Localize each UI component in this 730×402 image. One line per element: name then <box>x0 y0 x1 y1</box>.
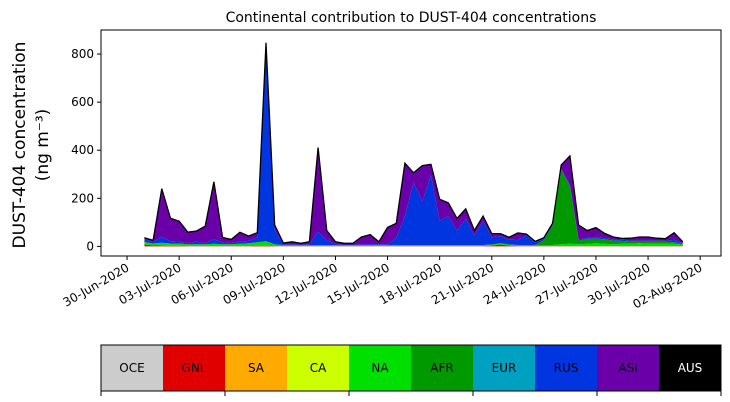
y-tick-label: 0 <box>86 239 94 253</box>
legend-swatch-rus <box>535 345 597 391</box>
legend-border <box>100 344 722 392</box>
y-tick-label: 600 <box>71 95 94 109</box>
legend-swatch-sa <box>225 345 287 391</box>
y-tick-label: 400 <box>71 143 94 157</box>
plot-areas <box>144 42 684 247</box>
legend-label-afr: AFR <box>430 361 453 375</box>
legend-label-eur: EUR <box>492 361 517 375</box>
area-rus <box>144 43 683 245</box>
legend-swatch-afr <box>411 345 473 391</box>
y-tick-label: 200 <box>71 191 94 205</box>
y-axis-label-line1: DUST-404 concentration <box>10 42 30 249</box>
legend-swatch-oce <box>101 345 163 391</box>
legend-label-sa: SA <box>248 361 265 375</box>
legend-swatch-na <box>349 345 411 391</box>
legend-swatch-gnl <box>163 345 225 391</box>
y-tick-label: 800 <box>71 47 94 61</box>
legend-label-rus: RUS <box>554 361 579 375</box>
x-axis: 30-Jun-202003-Jul-202006-Jul-202009-Jul-… <box>61 256 705 311</box>
legend-label-gnl: GNL <box>182 361 207 375</box>
total-outline <box>144 42 684 244</box>
legend-colorbar: OCE GNL SA CA NA AFR EUR RUS ASI AUS <box>100 344 722 396</box>
y-axis-label: DUST-404 concentration (ng m⁻³) <box>10 42 53 249</box>
legend-label-asi: ASI <box>618 361 637 375</box>
y-axis-label-line2: (ng m⁻³) <box>33 109 53 182</box>
legend-label-ca: CA <box>310 361 327 375</box>
legend-label-aus: AUS <box>678 361 703 375</box>
legend-label-oce: OCE <box>119 361 144 375</box>
plot-frame <box>100 29 722 257</box>
legend-swatch-eur <box>473 345 535 391</box>
plot-border <box>100 29 722 257</box>
y-axis: 0 200 400 600 800 <box>71 47 101 253</box>
area-na <box>144 241 683 247</box>
legend-swatch-aus <box>659 345 721 391</box>
legend-swatch-ca <box>287 345 349 391</box>
area-gnl <box>144 244 683 247</box>
legend-label-na: NA <box>371 361 389 375</box>
legend-swatch-asi <box>597 345 659 391</box>
chart-title: Continental contribution to DUST-404 con… <box>226 10 597 26</box>
